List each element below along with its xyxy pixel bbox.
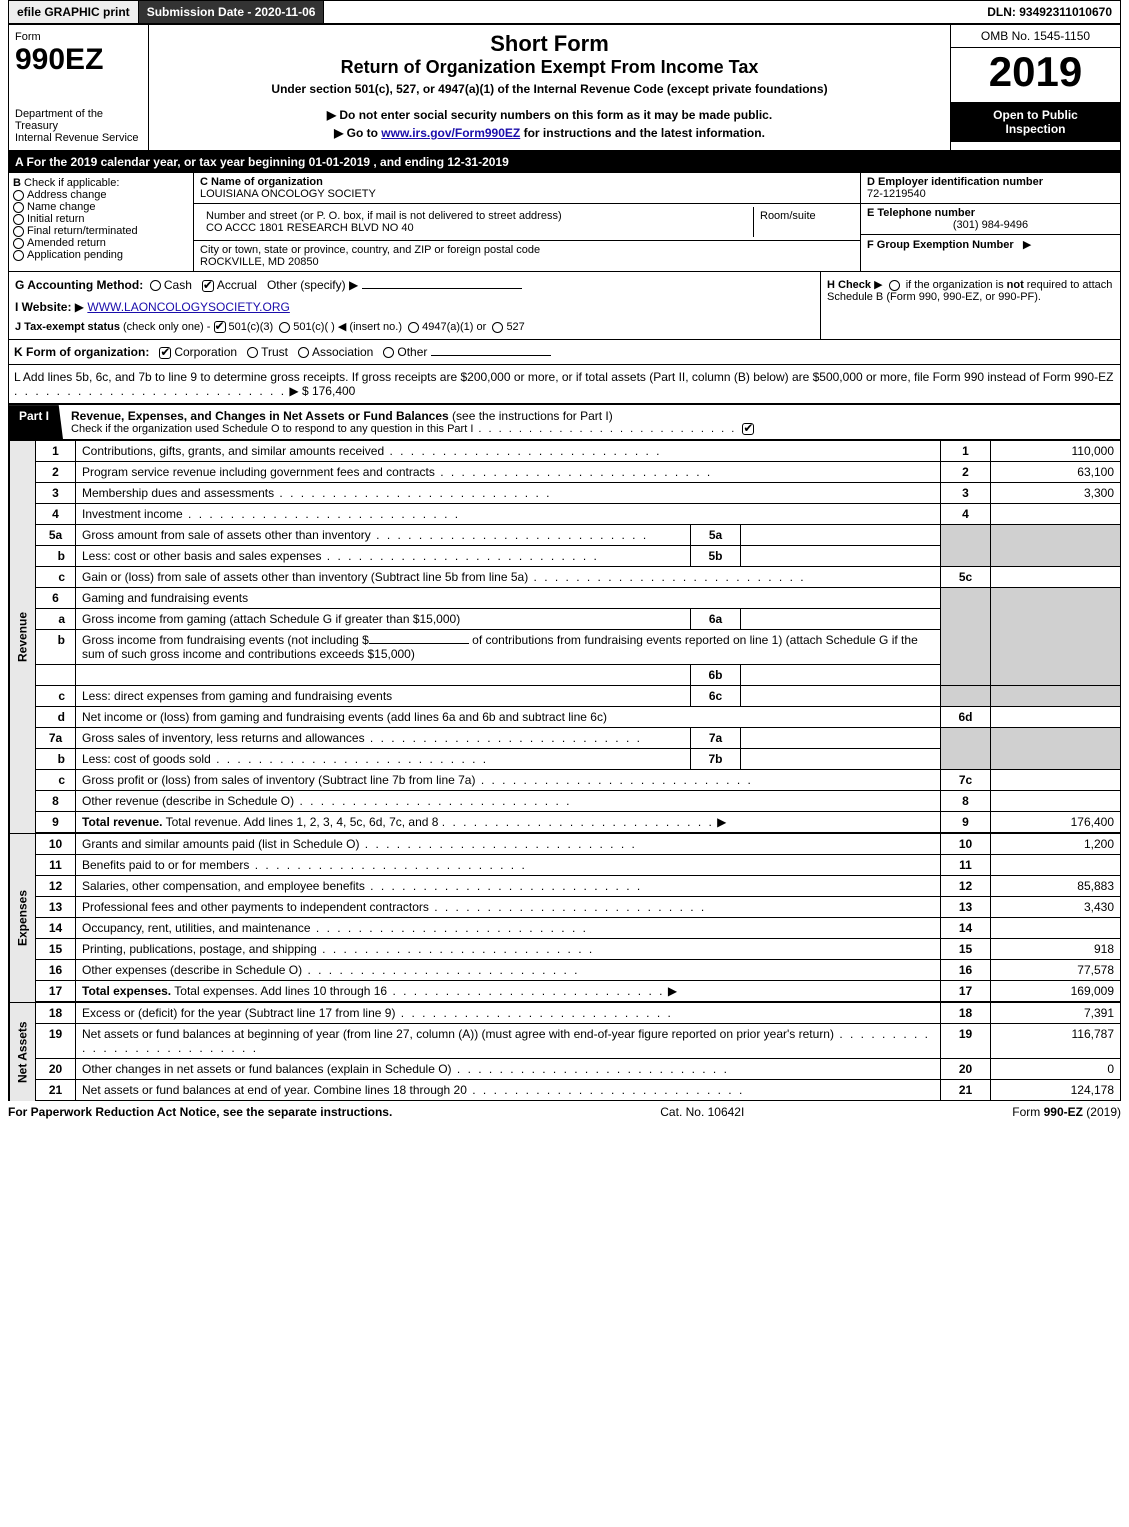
tax-year: 2019: [951, 48, 1120, 96]
org-city: ROCKVILLE, MD 20850: [200, 256, 854, 268]
top-bar: efile GRAPHIC print Submission Date - 20…: [8, 0, 1121, 24]
527-radio[interactable]: [492, 322, 503, 333]
line13-amount: 3,430: [991, 897, 1121, 918]
part1-tab: Part I: [9, 405, 63, 439]
revenue-section: Revenue 1Contributions, gifts, grants, a…: [8, 440, 1121, 833]
line7c-amount: [991, 770, 1121, 791]
efile-print-button[interactable]: efile GRAPHIC print: [9, 1, 139, 23]
submission-date-label: Submission Date - 2020-11-06: [139, 1, 325, 23]
gross-receipts-amount: $ 176,400: [302, 384, 355, 398]
line5c-amount: [991, 567, 1121, 588]
revenue-vlabel: Revenue: [9, 440, 35, 833]
schedule-b-radio[interactable]: [889, 280, 900, 291]
omb-number: OMB No. 1545-1150: [951, 25, 1120, 48]
org-name: LOUISIANA ONCOLOGY SOCIETY: [200, 188, 854, 200]
other-org-radio[interactable]: [383, 347, 394, 358]
ssn-note: Do not enter social security numbers on …: [155, 108, 944, 122]
page-footer: For Paperwork Reduction Act Notice, see …: [8, 1101, 1121, 1123]
section-j: J Tax-exempt status (check only one) - 5…: [15, 320, 814, 333]
form-id-block: Form 990EZ: [9, 25, 149, 102]
line9-amount: 176,400: [991, 812, 1121, 833]
accrual-check[interactable]: [202, 280, 214, 292]
open-to-public: Open to PublicInspection: [951, 102, 1120, 142]
website-link[interactable]: WWW.LAONCOLOGYSOCIETY.ORG: [87, 300, 289, 314]
phone-value: (301) 984-9496: [867, 219, 1114, 231]
section-b: B Check if applicable: Address change Na…: [9, 173, 194, 271]
form-word: Form: [15, 31, 142, 43]
header-right-block: OMB No. 1545-1150 2019: [950, 25, 1120, 102]
line4-amount: [991, 504, 1121, 525]
4947-radio[interactable]: [408, 322, 419, 333]
name-change-radio[interactable]: [13, 202, 24, 213]
schedule-o-check[interactable]: [742, 423, 754, 435]
line20-amount: 0: [991, 1059, 1121, 1080]
line10-amount: 1,200: [991, 834, 1121, 855]
cash-radio[interactable]: [150, 280, 161, 291]
line17-amount: 169,009: [991, 981, 1121, 1002]
trust-radio[interactable]: [247, 347, 258, 358]
tax-period-row: A For the 2019 calendar year, or tax yea…: [8, 151, 1121, 173]
line12-amount: 85,883: [991, 876, 1121, 897]
association-radio[interactable]: [298, 347, 309, 358]
line21-amount: 124,178: [991, 1080, 1121, 1101]
application-pending-radio[interactable]: [13, 250, 24, 261]
final-return-radio[interactable]: [13, 226, 24, 237]
amended-return-radio[interactable]: [13, 238, 24, 249]
instructions-note: ▶ Go to www.irs.gov/Form990EZ for instru…: [155, 126, 944, 140]
section-k: K Form of organization: Corporation Trus…: [8, 340, 1121, 365]
line18-amount: 7,391: [991, 1003, 1121, 1024]
501c-radio[interactable]: [279, 322, 290, 333]
section-c: C Name of organization LOUISIANA ONCOLOG…: [194, 173, 860, 271]
room-suite-label: Room/suite: [754, 207, 854, 237]
corporation-check[interactable]: [159, 347, 171, 359]
line14-amount: [991, 918, 1121, 939]
line19-amount: 116,787: [991, 1024, 1121, 1059]
inspection-block: Open to PublicInspection: [950, 102, 1120, 150]
entity-block: B Check if applicable: Address change Na…: [8, 173, 1121, 272]
expenses-vlabel: Expenses: [9, 833, 35, 1002]
section-l: L Add lines 5b, 6c, and 7b to line 9 to …: [8, 365, 1121, 404]
line6d-amount: [991, 707, 1121, 728]
dept-line1: Department of the Treasury: [15, 108, 142, 132]
title-subtitle: Under section 501(c), 527, or 4947(a)(1)…: [155, 82, 944, 96]
netassets-vlabel: Net Assets: [9, 1002, 35, 1101]
dln-label: DLN: 93492311010670: [979, 1, 1120, 23]
ein-value: 72-1219540: [867, 188, 1114, 200]
line2-amount: 63,100: [991, 462, 1121, 483]
title-line2: Return of Organization Exempt From Incom…: [155, 57, 944, 78]
section-h: H Check ▶ if the organization is not req…: [820, 272, 1120, 339]
line16-amount: 77,578: [991, 960, 1121, 981]
title-line1: Short Form: [155, 31, 944, 57]
expenses-section: Expenses 10Grants and similar amounts pa…: [8, 833, 1121, 1002]
form-title-block: Short Form Return of Organization Exempt…: [149, 25, 950, 102]
section-d: D Employer identification number 72-1219…: [860, 173, 1120, 271]
dept-line2: Internal Revenue Service: [15, 132, 142, 144]
line1-amount: 110,000: [991, 441, 1121, 462]
org-street: CO ACCC 1801 RESEARCH BLVD NO 40: [206, 222, 747, 234]
initial-return-radio[interactable]: [13, 214, 24, 225]
address-change-radio[interactable]: [13, 190, 24, 201]
instructions-link[interactable]: www.irs.gov/Form990EZ: [381, 126, 520, 140]
header-mid-notes: Do not enter social security numbers on …: [149, 102, 950, 150]
line3-amount: 3,300: [991, 483, 1121, 504]
501c3-check[interactable]: [214, 321, 226, 333]
part1-header: Part I Revenue, Expenses, and Changes in…: [8, 404, 1121, 440]
line8-amount: [991, 791, 1121, 812]
accounting-row: G Accounting Method: Cash Accrual Other …: [8, 272, 1121, 340]
line15-amount: 918: [991, 939, 1121, 960]
form-number: 990EZ: [15, 43, 142, 77]
net-assets-section: Net Assets 18Excess or (deficit) for the…: [8, 1002, 1121, 1101]
department-block: Department of the Treasury Internal Reve…: [9, 102, 149, 150]
line11-amount: [991, 855, 1121, 876]
